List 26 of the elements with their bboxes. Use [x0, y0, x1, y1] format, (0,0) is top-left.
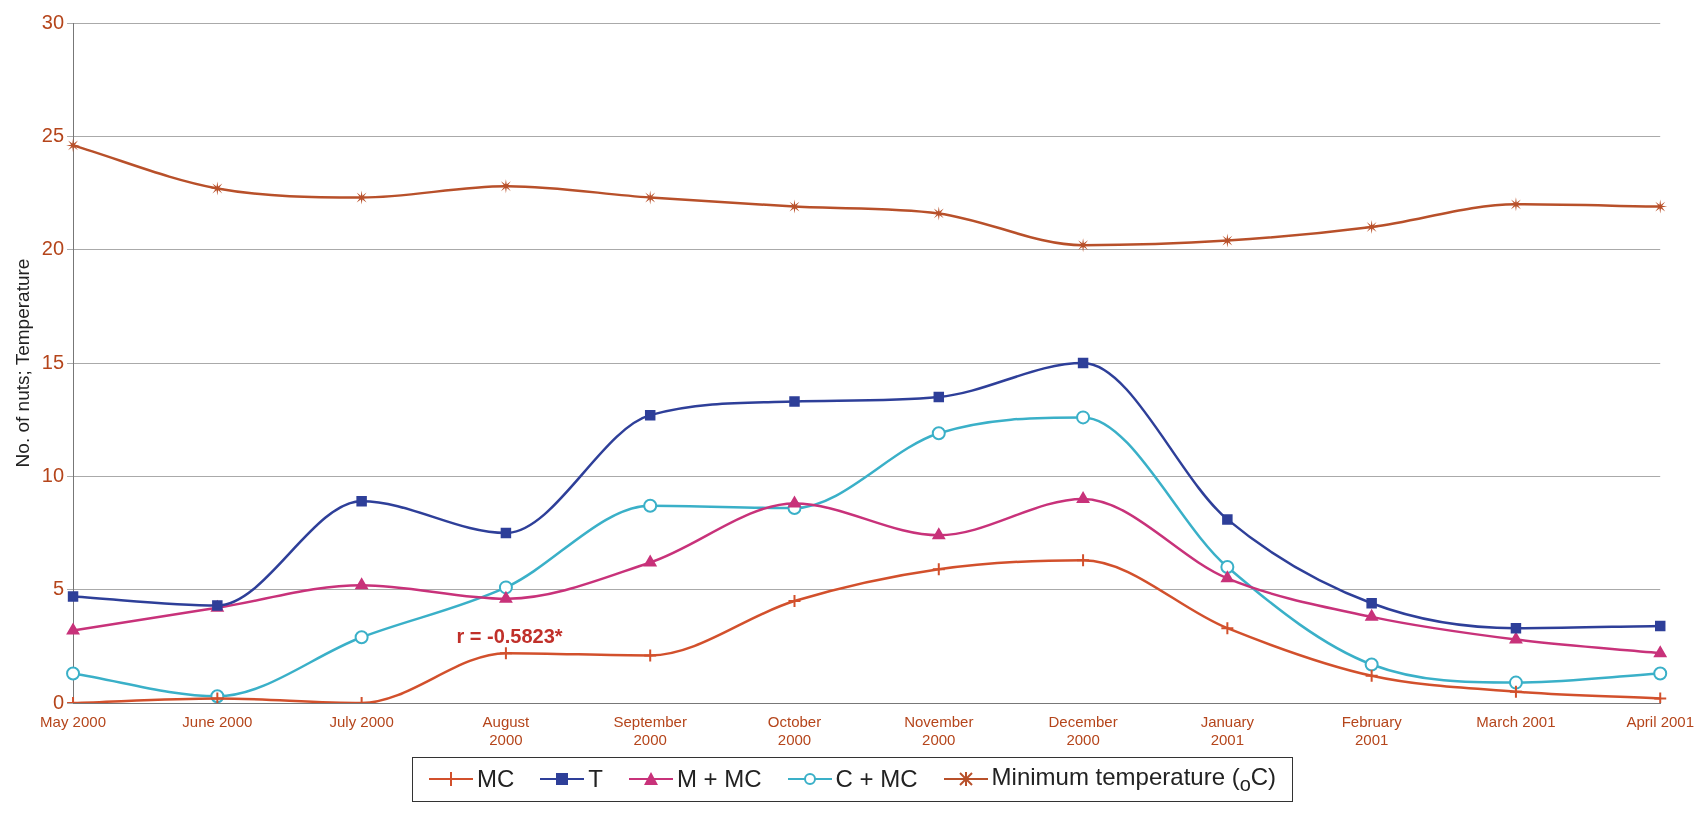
x-tick-label: October 2000 — [767, 713, 822, 749]
legend-label: Minimum temperature ($_{o}$C) — [991, 763, 1277, 796]
x-tick-label: January 2001 — [1200, 713, 1255, 749]
legend-label: T — [588, 765, 603, 794]
x-tick-label: March 2001 — [1476, 713, 1556, 731]
annotation: r = -0.5823* — [456, 624, 563, 647]
x-tick-label: April 2001 — [1626, 713, 1694, 731]
y-tick-label: 25 — [41, 123, 65, 146]
y-tick-label: 5 — [52, 577, 65, 600]
x-tick-label: November 2000 — [904, 713, 974, 749]
x-tick-label: June 2000 — [182, 713, 253, 731]
legend-label: C + MC — [835, 765, 918, 794]
y-axis-title: No. of nuts; Temperature — [11, 258, 33, 468]
x-tick-label: February 2001 — [1341, 713, 1403, 749]
y-tick-label: 15 — [41, 350, 65, 373]
x-tick-label: December 2000 — [1048, 713, 1118, 749]
y-tick-label: 20 — [41, 237, 65, 260]
x-tick-label: May 2000 — [40, 713, 106, 731]
x-tick-label: July 2000 — [329, 713, 394, 731]
x-tick-label: August 2000 — [482, 713, 531, 749]
y-tick-label: 0 — [52, 690, 65, 713]
y-tick-label: 10 — [41, 463, 65, 486]
y-tick-label: 30 — [41, 10, 65, 33]
x-tick-label: September 2000 — [613, 713, 687, 749]
legend-label: MC — [476, 765, 515, 794]
legend-label: M + MC — [676, 765, 762, 794]
